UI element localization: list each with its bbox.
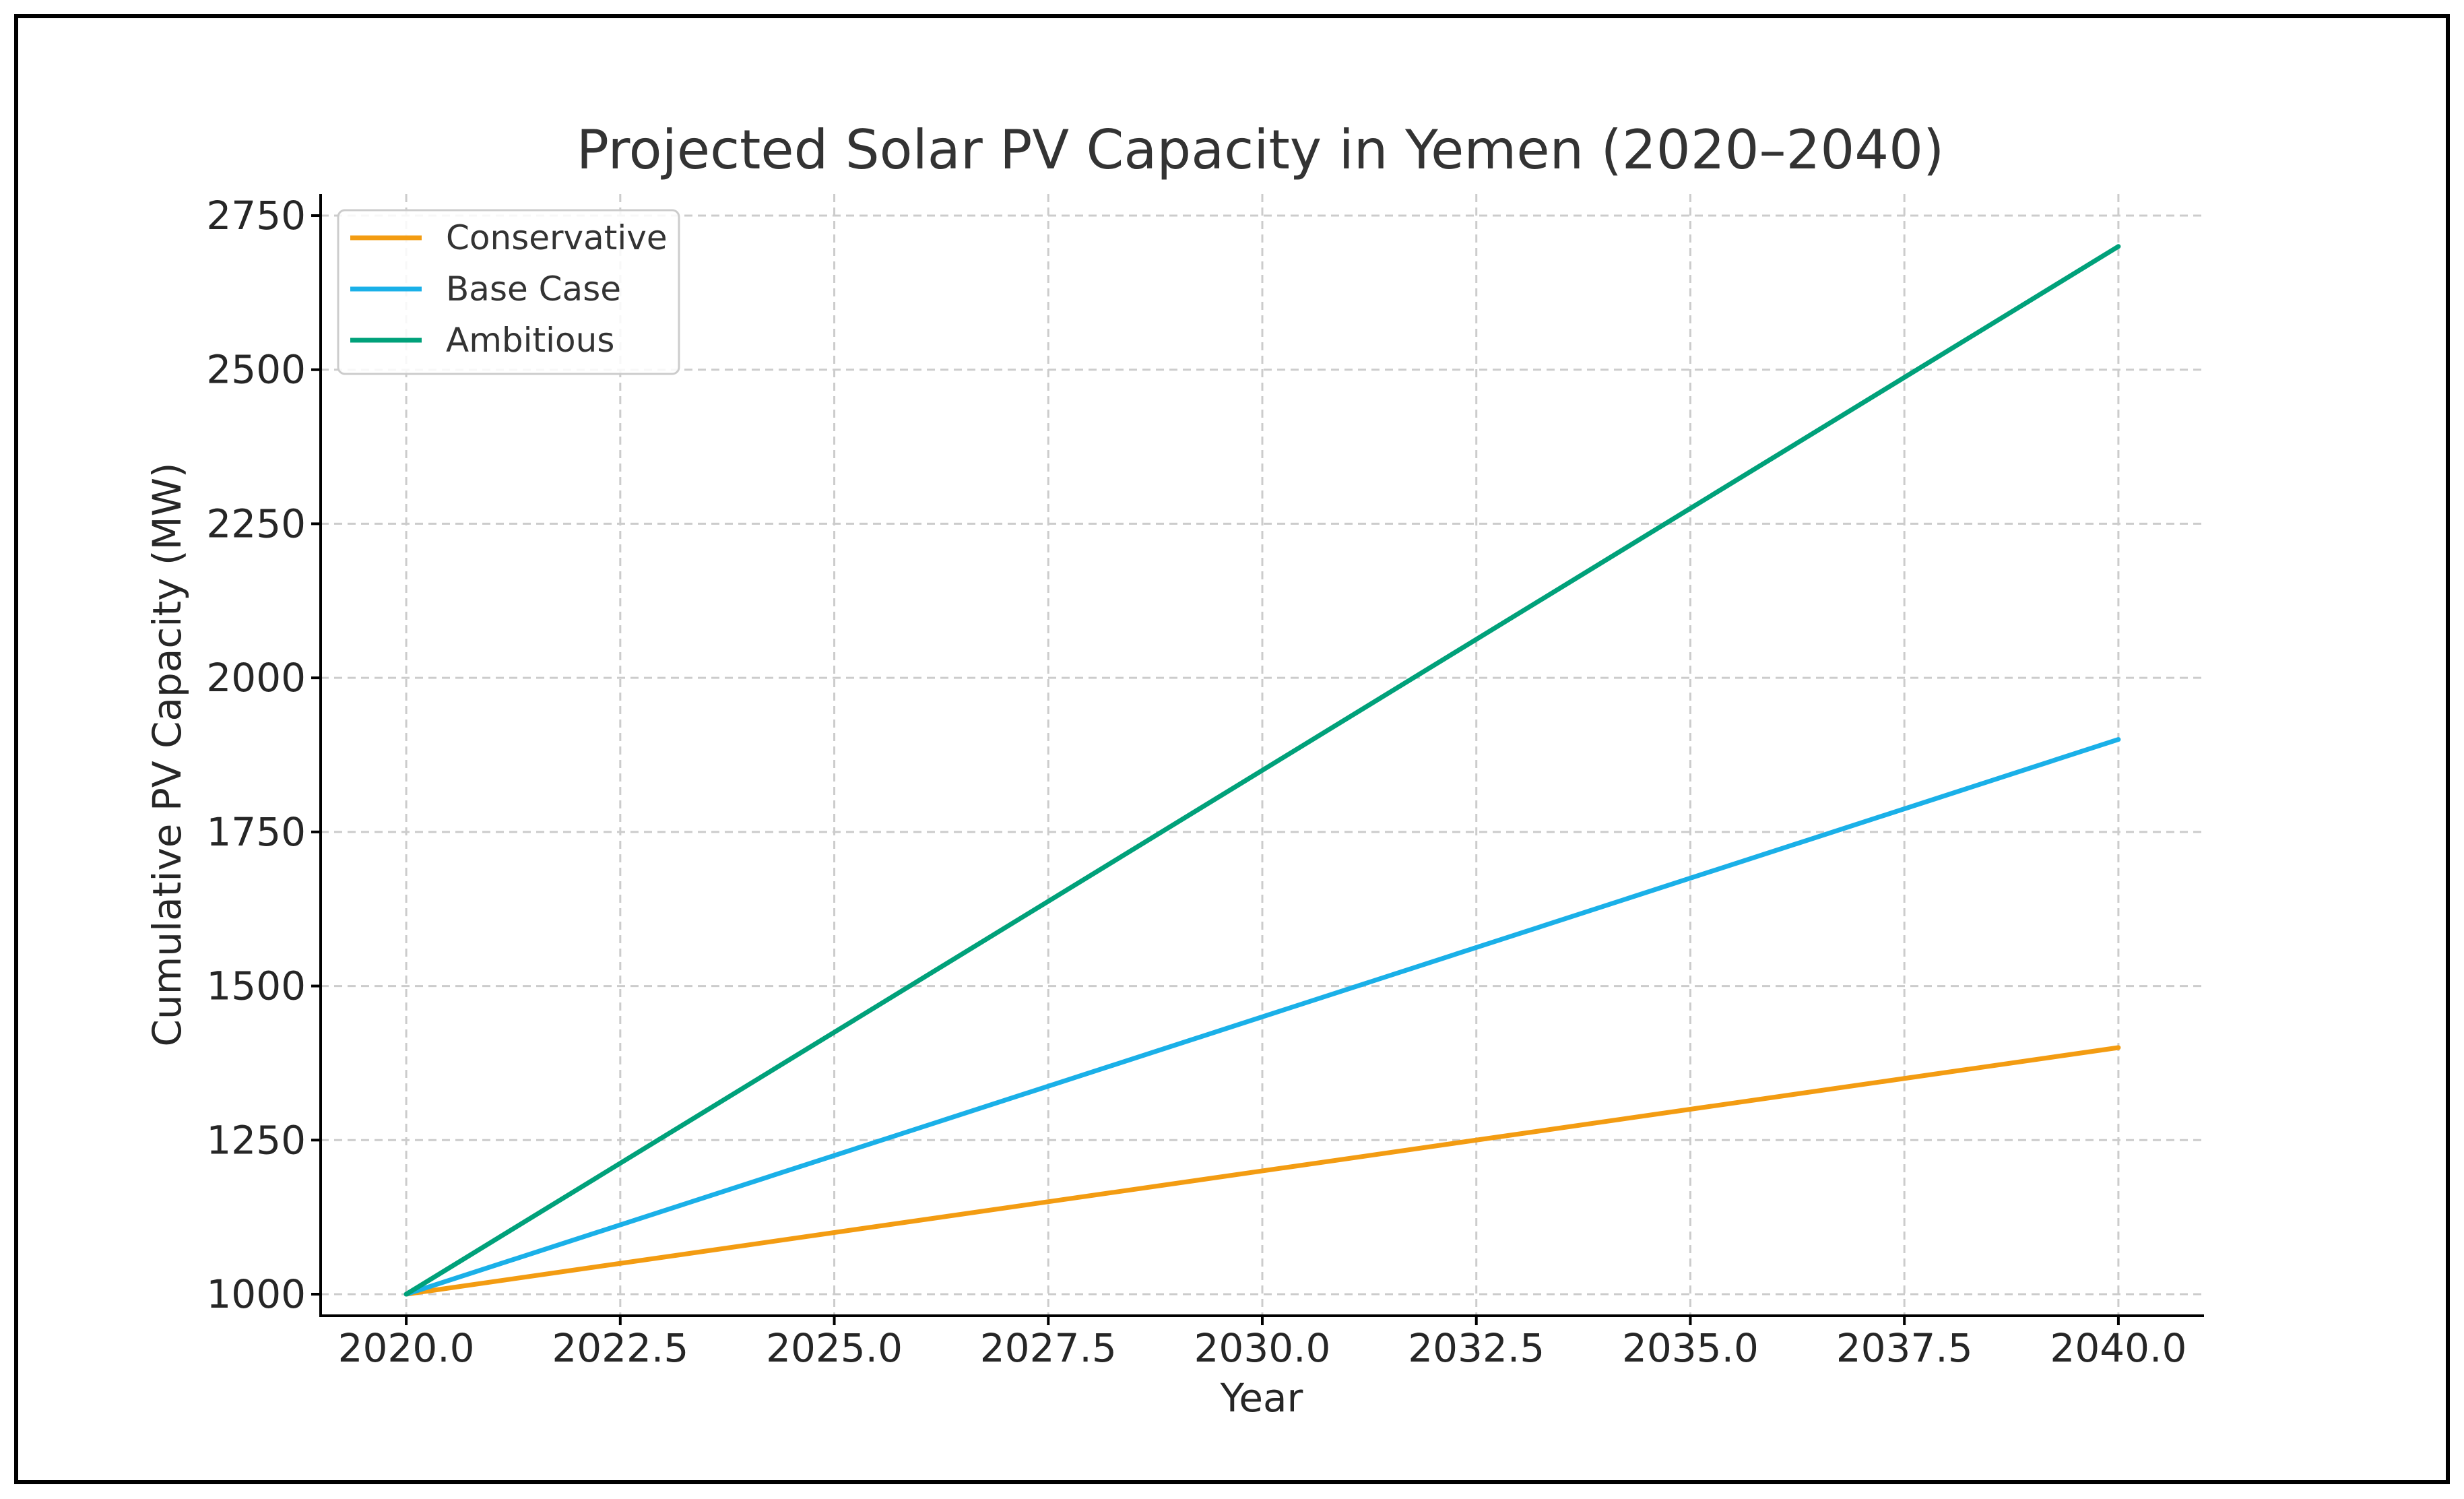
y-tick-label: 1750: [206, 809, 306, 855]
x-tick-label: 2035.0: [1622, 1325, 1759, 1371]
legend-items: Conservative Base Case Ambitious: [350, 218, 668, 360]
x-tick-label: 2040.0: [2050, 1325, 2186, 1371]
series-lines: [403, 244, 2121, 1297]
series-line-ambitious: [403, 244, 2121, 1297]
series-line-conservative: [403, 1045, 2121, 1297]
chart-title: Projected Solar PV Capacity in Yemen (20…: [577, 119, 1945, 181]
x-tick-label: 2027.5: [980, 1325, 1117, 1371]
ticks: 2020.0 2022.5 2025.0 2027.5 2030.0 2032.5 2035…: [206, 193, 2186, 1371]
grid: [321, 194, 2204, 1316]
legend-label-conservative: Conservative: [446, 218, 668, 257]
x-tick-label: 2025.0: [766, 1325, 903, 1371]
x-tick-label: 2020.0: [338, 1325, 475, 1371]
x-tick-label: 2037.5: [1836, 1325, 1973, 1371]
x-tick-label: 2022.5: [552, 1325, 688, 1371]
legend: Conservative Base Case Ambitious: [337, 209, 680, 375]
x-tick-label: 2030.0: [1194, 1325, 1331, 1371]
y-axis-label: Cumulative PV Capacity (MW): [144, 462, 190, 1046]
x-axis-label: Year: [1220, 1375, 1303, 1421]
legend-label-base-case: Base Case: [446, 269, 621, 309]
series-line-base-case: [403, 737, 2121, 1297]
x-tick-label: 2032.5: [1408, 1325, 1545, 1371]
y-tick-label: 2750: [206, 193, 306, 238]
y-tick-label: 1250: [206, 1117, 306, 1163]
y-tick-label: 1500: [206, 963, 306, 1009]
y-tick-label: 2250: [206, 501, 306, 546]
legend-label-ambitious: Ambitious: [446, 321, 614, 360]
y-tick-label: 1000: [206, 1271, 306, 1317]
legend-box: [337, 209, 680, 375]
y-tick-label: 2500: [206, 347, 306, 393]
y-tick-label: 2000: [206, 655, 306, 701]
